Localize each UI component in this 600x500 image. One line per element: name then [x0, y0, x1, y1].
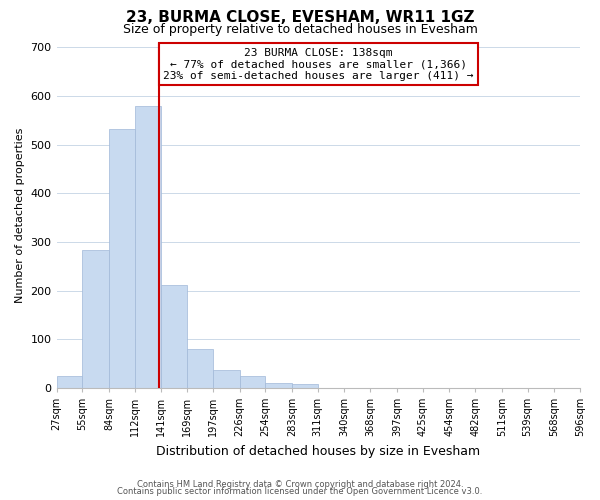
- Text: 23 BURMA CLOSE: 138sqm
← 77% of detached houses are smaller (1,366)
23% of semi-: 23 BURMA CLOSE: 138sqm ← 77% of detached…: [163, 48, 473, 81]
- Text: Contains public sector information licensed under the Open Government Licence v3: Contains public sector information licen…: [118, 488, 482, 496]
- Y-axis label: Number of detached properties: Number of detached properties: [15, 128, 25, 303]
- Bar: [135, 106, 161, 388]
- Bar: [292, 384, 318, 388]
- Bar: [161, 285, 187, 388]
- Bar: [109, 128, 135, 388]
- Bar: [265, 383, 292, 388]
- Text: Size of property relative to detached houses in Evesham: Size of property relative to detached ho…: [122, 22, 478, 36]
- X-axis label: Distribution of detached houses by size in Evesham: Distribution of detached houses by size …: [156, 444, 481, 458]
- Text: Contains HM Land Registry data © Crown copyright and database right 2024.: Contains HM Land Registry data © Crown c…: [137, 480, 463, 489]
- Bar: [213, 370, 239, 388]
- Bar: [187, 349, 213, 388]
- Bar: [56, 376, 82, 388]
- Text: 23, BURMA CLOSE, EVESHAM, WR11 1GZ: 23, BURMA CLOSE, EVESHAM, WR11 1GZ: [126, 10, 474, 25]
- Bar: [82, 250, 109, 388]
- Bar: [239, 376, 265, 388]
